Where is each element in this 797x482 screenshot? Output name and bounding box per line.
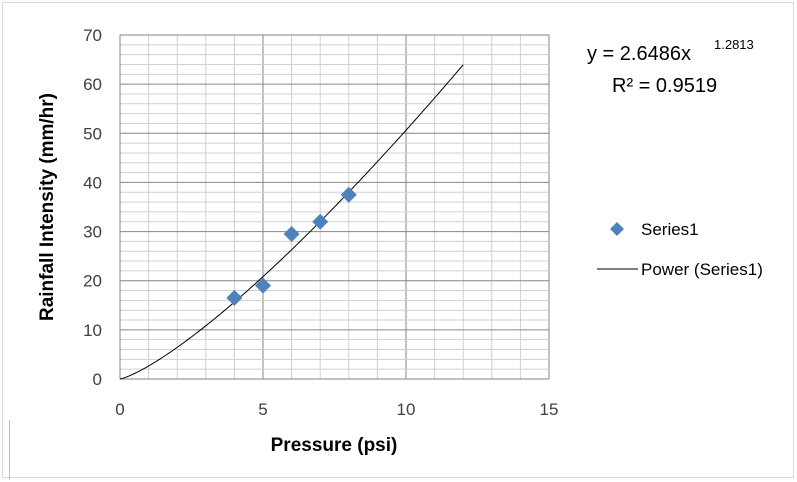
equation-label: y = 2.6486x — [587, 43, 691, 65]
y-tick-label: 50 — [83, 124, 102, 143]
x-tick-label: 5 — [258, 400, 267, 419]
x-axis-title: Pressure (psi) — [271, 435, 398, 456]
x-tick-label: 15 — [540, 400, 559, 419]
y-tick-label: 60 — [83, 75, 102, 94]
legend: Series1 Power (Series1) — [597, 220, 763, 279]
gridlines — [120, 34, 550, 379]
legend-series1-label: Series1 — [641, 220, 699, 239]
x-tick-label: 0 — [115, 400, 124, 419]
equation-annotation: y = 2.6486x 1.2813 R² = 0.9519 — [587, 37, 754, 97]
y-tick-label: 70 — [83, 26, 102, 45]
equation-exponent: 1.2813 — [714, 37, 754, 52]
x-tick-label: 10 — [397, 400, 416, 419]
axes — [119, 35, 549, 380]
data-points — [226, 186, 357, 306]
data-point — [283, 226, 300, 243]
legend-trend-label: Power (Series1) — [641, 260, 763, 279]
equation-base: y = 2.6486x — [587, 43, 691, 65]
r-squared-label: R² = 0.9519 — [612, 75, 717, 97]
trendline — [119, 64, 464, 380]
y-tick-label: 20 — [83, 272, 102, 291]
tick-labels: 0 5 10 15 0 10 20 30 40 50 60 70 — [83, 26, 558, 419]
data-point — [340, 186, 357, 203]
data-point — [226, 289, 243, 306]
data-point — [255, 277, 271, 294]
legend-series1-marker — [610, 222, 624, 236]
y-tick-label: 30 — [83, 223, 102, 242]
y-axis-title: Rainfall Intensity (mm/hr) — [37, 93, 58, 321]
y-tick-label: 40 — [83, 173, 102, 192]
y-tick-label: 10 — [83, 321, 102, 340]
chart-edge — [9, 420, 10, 480]
data-point — [312, 213, 329, 230]
y-tick-label: 0 — [93, 370, 102, 389]
